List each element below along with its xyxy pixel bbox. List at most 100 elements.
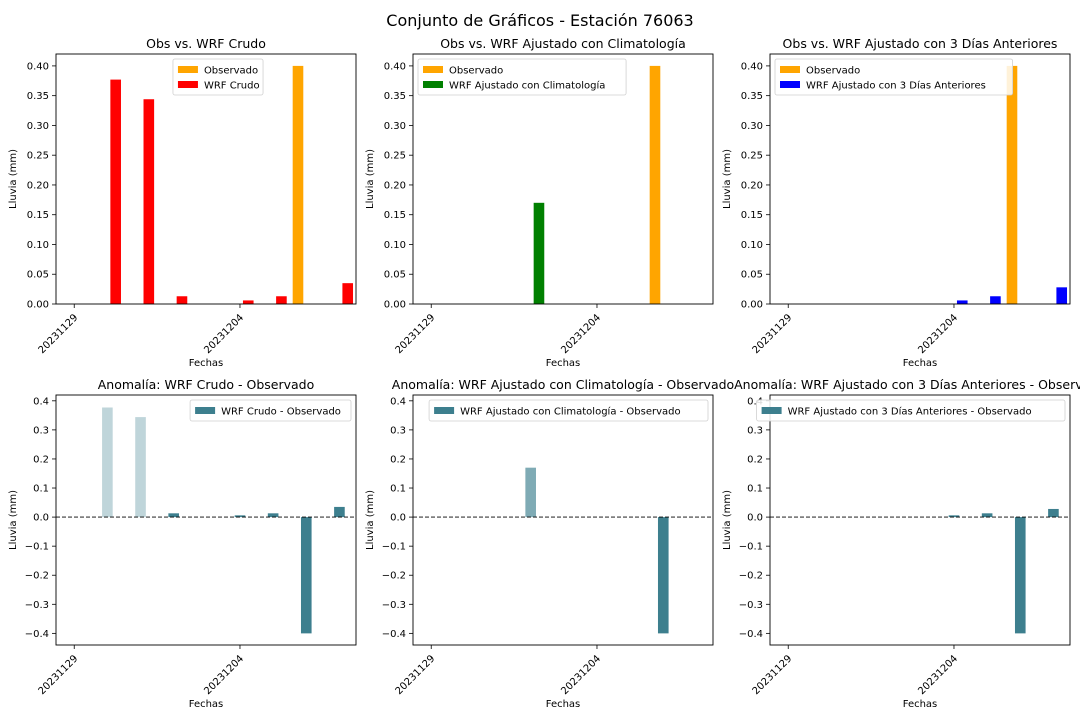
y-tick-label: 0.15 [384, 210, 406, 221]
y-tick-label: 0.10 [741, 240, 763, 251]
bar [168, 513, 179, 518]
subplot-1: Obs vs. WRF Crudo 0.00 0.05 0.10 0.15 0.20 0.2… [8, 36, 357, 369]
y-tick-label: −0.4 [25, 629, 49, 640]
bar [300, 517, 312, 634]
y-tick-label: 0.25 [384, 151, 406, 162]
bar [143, 99, 155, 304]
legend-box [756, 399, 1066, 422]
x-tick-label: 20231204 [916, 653, 960, 697]
y-tick-label: 0.20 [384, 180, 406, 191]
y-tick-label: 0.15 [741, 210, 763, 221]
y-tick-label: 0.10 [27, 240, 49, 251]
subplot-title: Obs vs. WRF Crudo [146, 36, 266, 51]
subplot-title: Anomalía: WRF Crudo - Observado [98, 377, 315, 392]
legend-label: Observado [449, 66, 503, 77]
y-tick-label: −0.2 [382, 571, 406, 582]
y-tick-label: 0.1 [33, 484, 49, 495]
y-tick-label: 0.05 [384, 270, 406, 281]
y-tick-label: 0.4 [390, 396, 406, 407]
legend-label: Observado [806, 66, 860, 77]
figure-title: Conjunto de Gráficos - Estación 76063 [386, 11, 694, 30]
y-tick-label: 0.1 [747, 484, 763, 495]
bar [649, 65, 661, 304]
x-axis-label: Fechas [903, 358, 938, 369]
plot-frame [769, 394, 1071, 646]
legend: Observado WRF Ajustado con Climatología [417, 58, 627, 96]
y-tick-label: 0.05 [741, 270, 763, 281]
bar [276, 296, 287, 304]
legend-label: WRF Crudo [204, 81, 260, 92]
legend-box [189, 399, 352, 422]
x-tick-label: 20231129 [751, 653, 795, 697]
y-tick-label: −0.2 [739, 571, 763, 582]
legend-swatch [177, 81, 198, 88]
x-tick-label: 20231204 [559, 653, 603, 697]
x-axis-label: Fechas [903, 699, 938, 710]
legend-label: WRF Ajustado con 3 Días Anteriores - Obs… [788, 406, 1032, 418]
y-axis-label: Lluvia (mm) [8, 149, 19, 209]
legend: WRF Crudo - Observado [189, 399, 352, 422]
y-tick-label: −0.3 [25, 600, 49, 611]
legend-box [428, 399, 709, 422]
bar [525, 467, 536, 518]
y-axis-label: Lluvia (mm) [365, 490, 376, 550]
y-tick-label: 0.35 [384, 91, 406, 102]
bar [533, 202, 545, 304]
y-tick-label: 0.35 [741, 91, 763, 102]
legend-swatch [423, 81, 443, 88]
y-tick-label: 0.0 [33, 513, 49, 524]
bar [292, 65, 304, 304]
bar [948, 515, 960, 518]
legend-box [417, 58, 627, 96]
plot-frame [412, 53, 714, 305]
bar [176, 296, 188, 304]
y-tick-label: 0.30 [27, 121, 49, 132]
y-tick-label: −0.4 [739, 629, 763, 640]
legend-label: WRF Ajustado con 3 Días Anteriores [806, 80, 986, 92]
bar [234, 515, 246, 518]
y-tick-label: 0.3 [33, 425, 49, 436]
legend-swatch [195, 407, 216, 414]
y-tick-label: 0.4 [33, 396, 49, 407]
x-axis-label: Fechas [546, 358, 581, 369]
y-tick-label: 0.1 [390, 484, 406, 495]
legend: Observado WRF Ajustado con 3 Días Anterio… [774, 58, 1014, 96]
subplot-3: Obs vs. WRF Ajustado con 3 Días Anterior… [722, 36, 1071, 369]
legend-swatch [761, 407, 782, 414]
y-axis-label: Lluvia (mm) [365, 149, 376, 209]
bar [990, 296, 1001, 304]
y-tick-label: 0.4 [747, 396, 763, 407]
x-tick-label: 20231204 [559, 312, 603, 356]
legend: Observado WRF Crudo [172, 58, 264, 96]
y-tick-label: −0.1 [382, 542, 406, 553]
y-tick-label: 0.00 [27, 300, 49, 311]
y-tick-label: 0.20 [741, 180, 763, 191]
legend-box [774, 58, 1014, 96]
bar [267, 513, 279, 518]
subplot-title: Obs vs. WRF Ajustado con Climatología [440, 36, 686, 51]
y-tick-label: −0.1 [739, 542, 763, 553]
legend-swatch [780, 81, 800, 88]
bar [956, 300, 968, 304]
plot-frame [55, 53, 357, 305]
x-tick-label: 20231129 [394, 653, 438, 697]
bar [334, 506, 345, 518]
x-tick-label: 20231204 [916, 312, 960, 356]
y-axis-label: Lluvia (mm) [722, 490, 733, 550]
bars-group [110, 65, 354, 304]
x-tick-label: 20231129 [37, 653, 81, 697]
subplot-title: Obs vs. WRF Ajustado con 3 Días Anterior… [783, 36, 1058, 51]
y-tick-label: 0.0 [747, 513, 763, 524]
bars-group [525, 467, 669, 634]
y-axis-label: Lluvia (mm) [722, 149, 733, 209]
plot-frame [412, 394, 714, 646]
x-tick-label: 20231129 [394, 312, 438, 356]
subplot-5: Anomalía: WRF Ajustado con Climatología … [365, 377, 734, 710]
bars-group [533, 65, 661, 304]
y-axis-label: Lluvia (mm) [8, 490, 19, 550]
bar [102, 407, 113, 518]
y-tick-label: −0.2 [25, 571, 49, 582]
y-tick-label: 0.00 [741, 300, 763, 311]
legend-label: WRF Ajustado con Climatología [449, 80, 605, 92]
